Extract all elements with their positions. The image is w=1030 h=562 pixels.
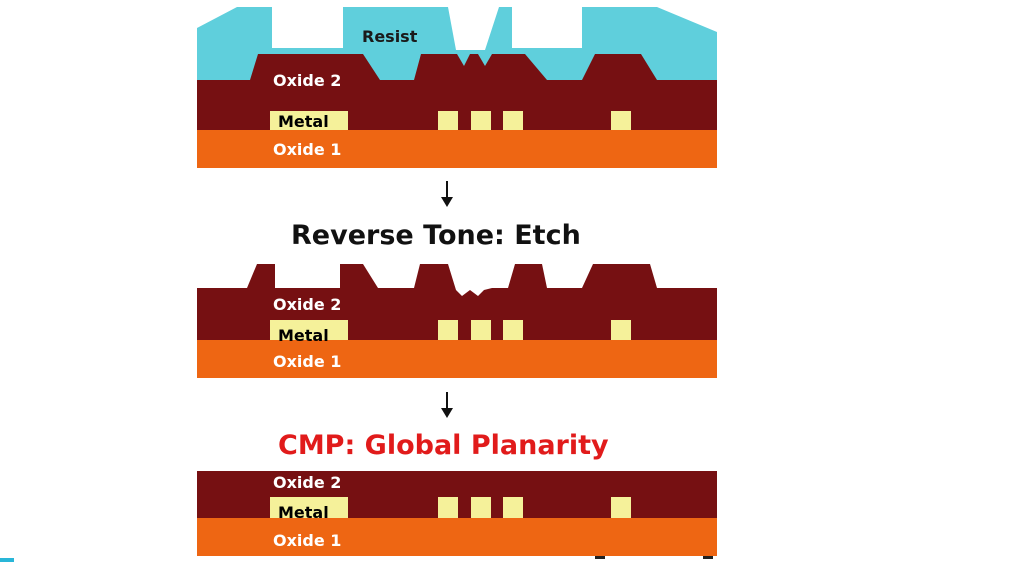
metal-line (611, 497, 631, 518)
metal-line (438, 497, 458, 518)
metal-block (270, 111, 348, 130)
oxide1-label: Oxide 1 (273, 531, 341, 550)
resist-label: Resist (362, 27, 418, 46)
metal-line (503, 497, 523, 518)
metal-line (471, 497, 491, 518)
decorative-mark (595, 556, 605, 559)
metal-line (611, 111, 631, 130)
oxide1-layer (197, 518, 717, 556)
metal-block (270, 320, 348, 340)
decorative-mark (703, 556, 713, 559)
cmp-step-title: CMP: Global Planarity (278, 430, 609, 461)
arrow-down-icon (441, 392, 453, 418)
oxide2-label: Oxide 2 (273, 473, 341, 492)
metal-block (270, 497, 348, 518)
oxide2-label: Oxide 2 (273, 295, 341, 314)
metal-label: Metal (278, 326, 329, 345)
metal-line (438, 111, 458, 130)
metal-line (611, 320, 631, 340)
oxide1-label: Oxide 1 (273, 352, 341, 371)
metal-label: Metal (278, 503, 329, 522)
metal-line (471, 320, 491, 340)
metal-line (503, 320, 523, 340)
arrow-down-icon (441, 181, 453, 207)
oxide1-layer (197, 340, 717, 378)
decorative-mark (0, 558, 14, 562)
oxide2-label: Oxide 2 (273, 71, 341, 90)
oxide1-layer (197, 130, 717, 168)
metal-label: Metal (278, 112, 329, 131)
oxide1-label: Oxide 1 (273, 140, 341, 159)
metal-line (503, 111, 523, 130)
etch-step-title: Reverse Tone: Etch (291, 220, 581, 251)
metal-line (438, 320, 458, 340)
metal-line (471, 111, 491, 130)
